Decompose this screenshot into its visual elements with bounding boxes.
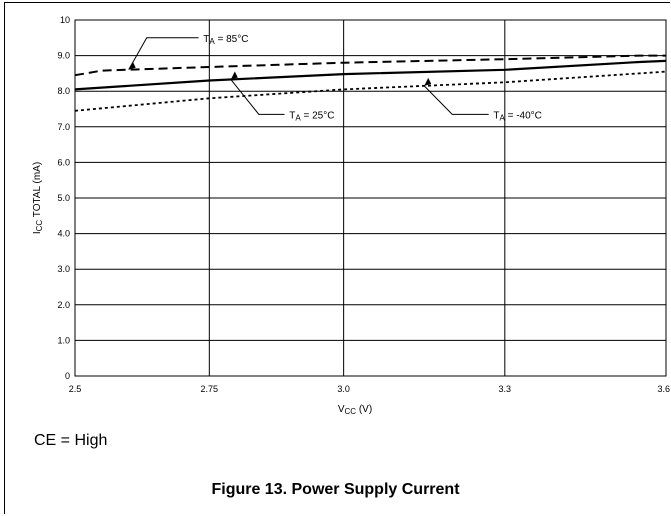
series-line-25c [74,59,667,91]
arrowhead [230,71,238,80]
y-tick-label: 9.0 [57,51,70,61]
series-lines [74,54,667,112]
y-tick-label: 0 [65,371,70,381]
y-tick-label: 3.0 [57,264,70,274]
x-tick-label: 3.0 [337,384,350,394]
leader-line [128,37,199,70]
y-tick-label: 6.0 [57,157,70,167]
leader-line [423,85,489,115]
arrowhead [128,61,136,70]
x-tick-label: 2.75 [201,384,219,394]
y-tick-label: 7.0 [57,122,70,132]
y-tick-label: 4.0 [57,229,70,239]
x-tick-label: 2.5 [69,384,82,394]
label-25c: TA = 25°C [289,110,334,122]
y-tick-label: 5.0 [57,193,70,203]
series-line-minus40c [74,70,667,112]
series-line-85c [74,54,666,77]
x-tick-label: 3.3 [499,384,512,394]
y-tick-label: 2.0 [57,300,70,310]
grid [74,19,667,377]
y-tick-label: 8.0 [57,86,70,96]
x-tick-label: 3.6 [657,384,670,394]
condition-note: CE = High [34,432,108,449]
leader-line [230,79,285,115]
x-axis-label: VCC (V) [338,404,372,416]
tick-labels: 0 1.0 2.0 3.0 4.0 5.0 6.0 7.0 8.0 9.0 10 2.5 2.75 3.0… [57,15,670,394]
plot-border [74,19,667,377]
y-tick-label: 1.0 [57,335,70,345]
figure-caption: Figure 13. Power Supply Current [211,481,460,498]
series-annotations: TA = 85°C TA = 25°C TA = -40°C [128,34,542,122]
power-supply-current-chart: TA = 85°C TA = 25°C TA = -40°C 0 1.0 2.0 3.0 4… [32,15,670,416]
figure-frame [4,2,670,514]
label-minus40c: TA = -40°C [493,110,542,122]
label-85c: TA = 85°C [203,34,248,46]
y-tick-label: 10 [60,15,70,25]
arrowhead [424,77,432,86]
y-axis-label: ICC TOTAL (mA) [32,162,44,234]
